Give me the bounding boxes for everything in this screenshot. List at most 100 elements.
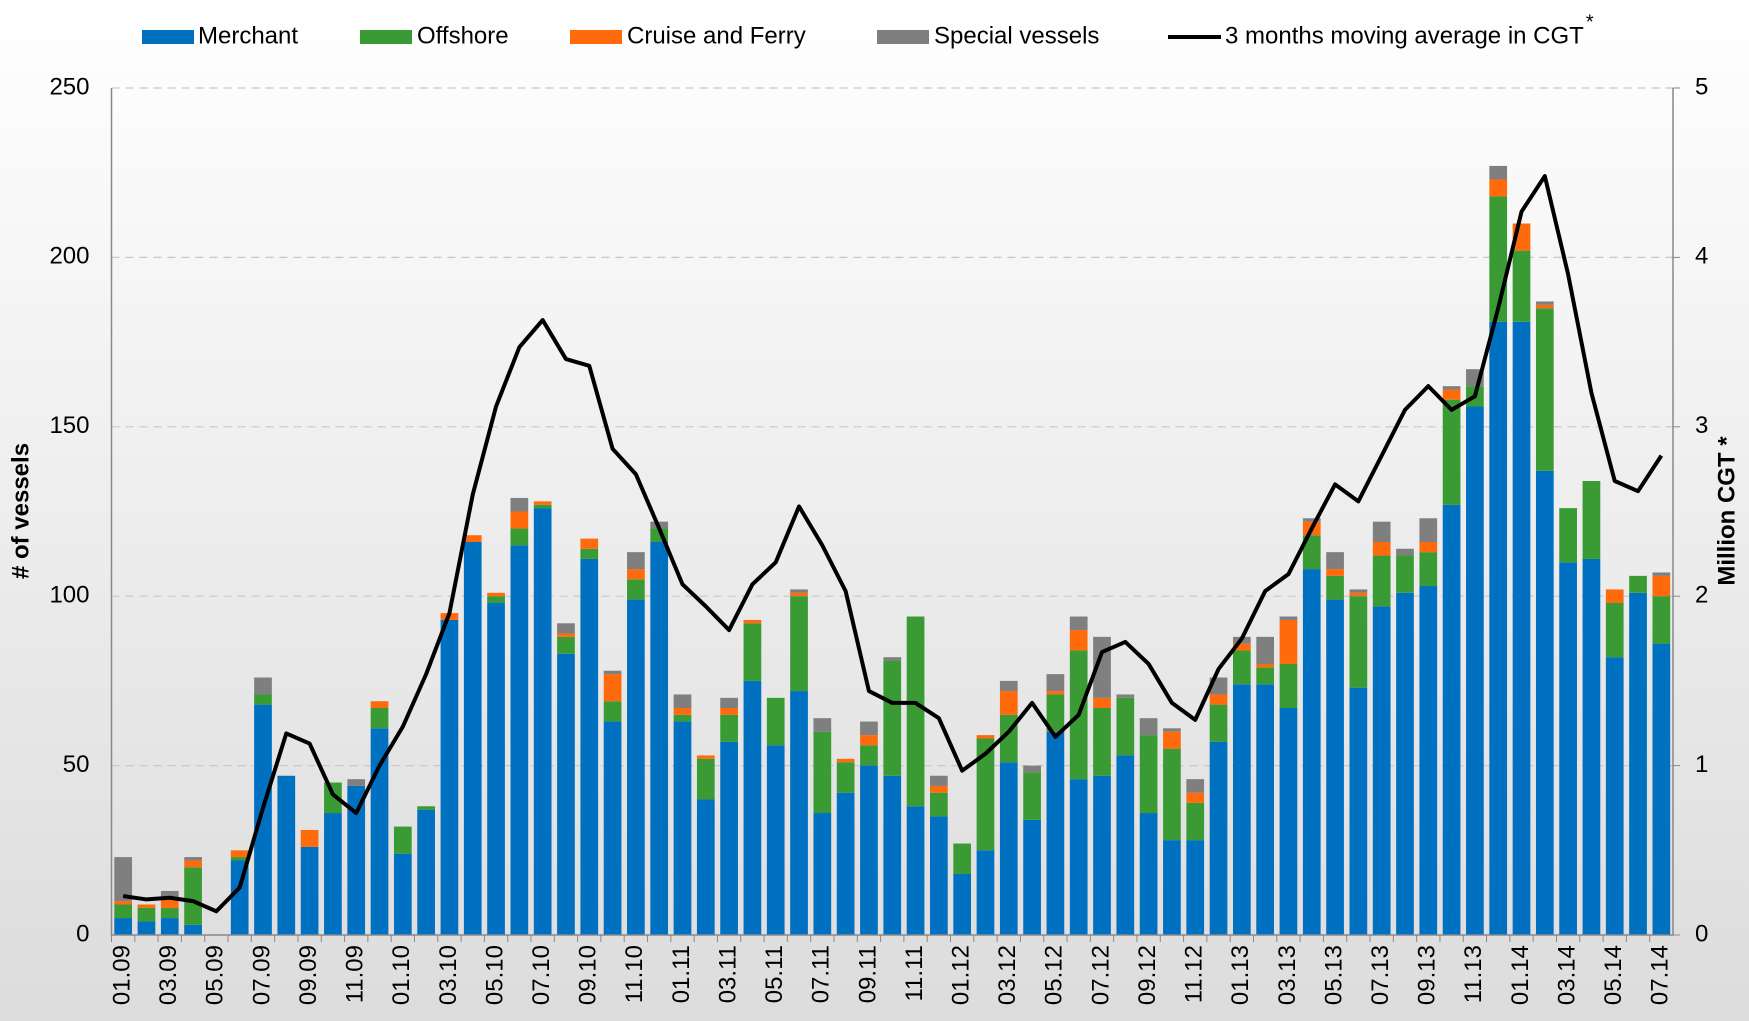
bar-segment: [1535, 301, 1554, 305]
bar-segment: [1442, 389, 1461, 400]
bar-segment: [1559, 562, 1577, 935]
bar-segment: [1512, 250, 1531, 322]
bar-segment: [696, 799, 715, 935]
bar-segment: [1209, 741, 1228, 935]
x-tick-label: 05.09: [202, 945, 229, 1005]
bar-segment: [836, 792, 855, 935]
bar-segment: [1302, 518, 1321, 522]
bar-segment: [766, 745, 785, 935]
bar-segment: [603, 701, 622, 722]
bar-segment: [1046, 691, 1065, 695]
legend-label: Cruise and Ferry: [627, 22, 806, 49]
bar-segment: [1349, 596, 1368, 688]
bar-segment: [720, 714, 738, 742]
bar-segment: [393, 853, 412, 935]
bar-segment: [743, 623, 762, 681]
bar-segment: [883, 660, 902, 776]
y-tick-label: 200: [49, 243, 89, 270]
bar-segment: [324, 813, 342, 935]
bar-segment: [1139, 718, 1158, 736]
y2-tick-label: 0: [1695, 920, 1708, 947]
bar-segment: [720, 697, 738, 709]
bar-segment: [510, 545, 529, 935]
bar-segment: [1163, 748, 1181, 841]
bar-segment: [696, 755, 715, 759]
bar-segment: [1279, 619, 1298, 664]
bar-segment: [580, 548, 599, 559]
x-tick-label: 11.13: [1460, 945, 1487, 1003]
bar-segment: [580, 558, 599, 935]
bar-segment: [766, 697, 785, 746]
x-tick-label: 05.13: [1320, 945, 1347, 1005]
bar-segment: [1163, 731, 1181, 749]
bar-segment: [1396, 592, 1414, 935]
bar-segment: [1652, 596, 1671, 644]
bar-segment: [184, 857, 202, 861]
bar-segment: [953, 843, 972, 875]
bar-segment: [254, 704, 272, 935]
bar-segment: [1069, 616, 1088, 631]
bar-segment: [720, 708, 738, 715]
bar-segment: [673, 708, 692, 715]
bar-segment: [160, 890, 179, 898]
bar-segment: [347, 779, 366, 786]
x-tick-label: 03.09: [155, 945, 182, 1005]
bar-segment: [1326, 599, 1344, 935]
bar-segment: [463, 541, 482, 935]
bar-segment: [440, 619, 459, 935]
x-tick-label: 11.12: [1181, 945, 1208, 1003]
bar-segment: [1372, 555, 1391, 607]
bar-segment: [1326, 569, 1344, 576]
bar-segment: [370, 728, 389, 935]
y2-tick-label: 5: [1695, 73, 1708, 100]
bar-segment: [1535, 304, 1554, 309]
bar-segment: [1652, 643, 1671, 935]
bar-segment: [673, 714, 692, 722]
bar-segment: [184, 860, 202, 868]
bar-segment: [1232, 684, 1251, 935]
bar-segment: [510, 528, 529, 546]
x-tick-label: 01.11: [668, 945, 695, 1003]
bar-segment: [347, 785, 366, 935]
bar-segment: [1419, 518, 1438, 542]
bar-segment: [277, 775, 296, 935]
bar-segment: [860, 735, 878, 746]
bar-segment: [883, 775, 902, 935]
bar-segment: [930, 785, 948, 793]
bar-segment: [1512, 321, 1531, 936]
legend-swatch: [877, 30, 929, 44]
bar-segment: [860, 745, 878, 766]
x-tick-label: 07.13: [1367, 945, 1394, 1005]
y-tick-label: 100: [49, 582, 89, 609]
bar-segment: [1489, 179, 1508, 197]
bar-segment: [673, 694, 692, 709]
bar-segment: [627, 579, 645, 600]
bar-segment: [160, 918, 179, 935]
bar-segment: [1209, 704, 1228, 742]
bar-segment: [1046, 674, 1065, 692]
bar-segment: [930, 816, 948, 935]
bar-segment: [930, 792, 948, 817]
x-tick-label: 05.10: [481, 945, 508, 1005]
bar-segment: [1023, 765, 1041, 773]
bar-segment: [673, 721, 692, 935]
bar-segment: [1442, 386, 1461, 390]
y2-tick-label: 4: [1695, 243, 1708, 270]
bar-segment: [1372, 541, 1391, 556]
bar-segment: [1116, 755, 1135, 935]
x-tick-label: 05.14: [1600, 945, 1627, 1005]
x-tick-label: 03.14: [1553, 945, 1580, 1005]
bar-segment: [230, 857, 249, 861]
legend-label: 3 months moving average in CGT: [1225, 22, 1584, 49]
bar-segment: [557, 633, 575, 637]
bar-segment: [1279, 663, 1298, 709]
bar-segment: [1232, 650, 1251, 685]
bar-segment: [417, 806, 435, 810]
bar-segment: [1396, 555, 1414, 593]
bar-segment: [627, 599, 645, 935]
y2-tick-label: 1: [1695, 751, 1708, 778]
bar-segment: [1163, 728, 1181, 732]
legend-label: Merchant: [198, 22, 298, 49]
bar-segment: [1139, 735, 1158, 814]
bar-segment: [976, 850, 995, 935]
